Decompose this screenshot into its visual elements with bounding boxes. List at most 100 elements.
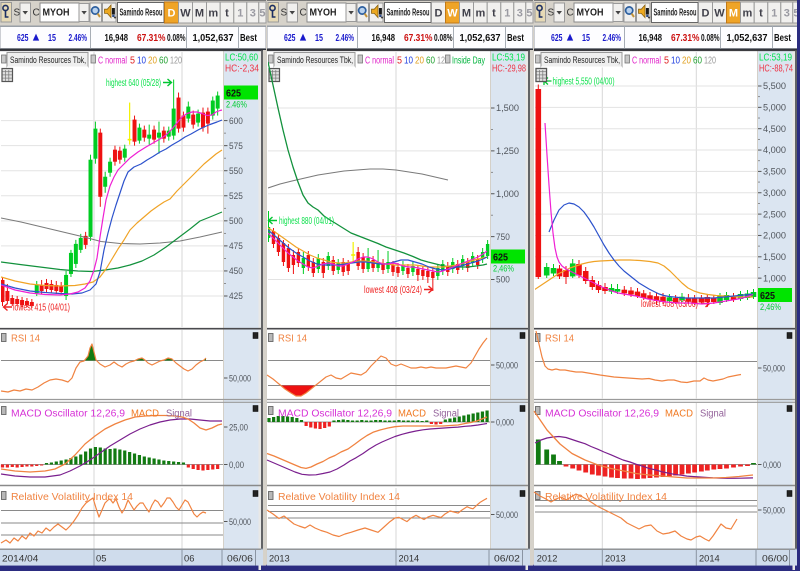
svg-text:C normal: C normal <box>632 56 661 67</box>
svg-text:LC:53,19: LC:53,19 <box>492 52 525 64</box>
svg-text:2.46%: 2.46% <box>603 32 622 44</box>
svg-text:HC:-2,34: HC:-2,34 <box>225 63 259 75</box>
svg-text:C: C <box>300 8 307 19</box>
svg-text:C normal: C normal <box>98 56 127 67</box>
svg-text:MACD Oscillator 12,26,9: MACD Oscillator 12,26,9 <box>11 409 125 420</box>
svg-text:1,052,637: 1,052,637 <box>727 32 768 44</box>
svg-text:120: 120 <box>437 56 449 67</box>
svg-text:5: 5 <box>526 8 532 20</box>
svg-text:HC:-29,98: HC:-29,98 <box>492 63 526 75</box>
svg-text:Relative Volatility Index 14: Relative Volatility Index 14 <box>11 492 133 503</box>
svg-text:highest 880 (04/01): highest 880 (04/01) <box>279 216 334 227</box>
svg-text:1: 1 <box>771 8 777 20</box>
svg-text:450: 450 <box>229 266 243 276</box>
svg-text:67.31%: 67.31% <box>137 32 166 44</box>
svg-text:1,052,637: 1,052,637 <box>193 32 234 44</box>
svg-text:16,948: 16,948 <box>639 32 663 44</box>
svg-text:20: 20 <box>148 56 157 67</box>
svg-text:120: 120 <box>170 56 182 67</box>
svg-text:625: 625 <box>284 32 296 44</box>
svg-text:15: 15 <box>315 32 323 44</box>
svg-text:1,052,637: 1,052,637 <box>460 32 501 44</box>
svg-text:m: m <box>476 8 486 20</box>
svg-text:m: m <box>208 8 218 20</box>
svg-text:Best: Best <box>240 32 257 44</box>
svg-text:2014: 2014 <box>399 554 420 565</box>
svg-text:Signal: Signal <box>700 409 726 420</box>
svg-text:lowest 408 (03/00): lowest 408 (03/00) <box>641 299 698 310</box>
svg-text:15: 15 <box>582 32 590 44</box>
svg-text:5: 5 <box>397 56 402 67</box>
svg-text:t: t <box>492 8 496 20</box>
svg-text:1,000: 1,000 <box>763 273 786 283</box>
svg-text:highest 5,550 (04/00): highest 5,550 (04/00) <box>553 77 615 88</box>
svg-text:0,00: 0,00 <box>229 460 244 470</box>
svg-text:60: 60 <box>693 56 702 67</box>
svg-text:Samindo Resou: Samindo Resou <box>120 8 163 19</box>
svg-text:D: D <box>435 8 443 20</box>
svg-text:RSI 14: RSI 14 <box>545 334 574 345</box>
svg-text:M: M <box>729 8 738 20</box>
svg-text:Samindo Resou: Samindo Resou <box>654 8 697 19</box>
svg-text:50,000: 50,000 <box>763 506 785 516</box>
svg-text:5: 5 <box>793 8 799 20</box>
svg-text:lowest 408 (03/24): lowest 408 (03/24) <box>364 285 422 296</box>
svg-text:3,000: 3,000 <box>763 188 786 198</box>
svg-text:Relative Volatility Index 14: Relative Volatility Index 14 <box>278 492 400 503</box>
svg-text:2.46%: 2.46% <box>226 100 247 111</box>
svg-text:2012: 2012 <box>537 554 558 565</box>
svg-text:06/00: 06/00 <box>762 554 788 565</box>
svg-text:600: 600 <box>229 116 243 126</box>
svg-text:S: S <box>548 8 555 19</box>
svg-text:67.31%: 67.31% <box>671 32 700 44</box>
svg-text:2,46%: 2,46% <box>493 264 514 275</box>
svg-text:4,500: 4,500 <box>763 124 786 134</box>
svg-text:60: 60 <box>426 56 435 67</box>
svg-text:2.46%: 2.46% <box>336 32 355 44</box>
svg-text:Signal: Signal <box>433 409 459 420</box>
svg-text:500: 500 <box>229 216 243 226</box>
svg-text:Best: Best <box>507 32 524 44</box>
svg-text:0.08%: 0.08% <box>167 32 186 44</box>
svg-text:MACD Oscillator 12,26,9: MACD Oscillator 12,26,9 <box>545 409 659 420</box>
svg-text:Inside Day: Inside Day <box>452 56 485 67</box>
svg-text:LC:50,60: LC:50,60 <box>225 52 258 64</box>
svg-text:50,000: 50,000 <box>229 517 251 527</box>
svg-text:06: 06 <box>184 554 194 565</box>
svg-text:Signal: Signal <box>166 409 192 420</box>
svg-text:120: 120 <box>704 56 716 67</box>
svg-text:t: t <box>759 8 763 20</box>
svg-text:lowest 415 (04/01): lowest 415 (04/01) <box>13 303 70 314</box>
svg-text:16,948: 16,948 <box>105 32 129 44</box>
svg-text:4,000: 4,000 <box>763 145 786 155</box>
svg-text:5,500: 5,500 <box>763 81 786 91</box>
svg-text:MACD: MACD <box>131 409 159 420</box>
svg-text:highest 640 (05/28): highest 640 (05/28) <box>106 78 161 89</box>
svg-text:W: W <box>714 8 725 20</box>
svg-text:MYOH: MYOH <box>577 8 604 19</box>
svg-text:t: t <box>225 8 229 20</box>
svg-text:1,000: 1,000 <box>496 189 519 199</box>
svg-text:S: S <box>14 8 21 19</box>
svg-text:60: 60 <box>159 56 168 67</box>
svg-text:625: 625 <box>17 32 29 44</box>
svg-text:1: 1 <box>237 8 243 20</box>
svg-text:C normal: C normal <box>365 56 394 67</box>
svg-text:05: 05 <box>96 554 106 565</box>
svg-text:RSI 14: RSI 14 <box>11 334 40 345</box>
svg-text:1: 1 <box>504 8 510 20</box>
svg-text:0,000: 0,000 <box>763 460 781 470</box>
svg-text:LC:53,19: LC:53,19 <box>759 52 792 64</box>
svg-text:MYOH: MYOH <box>310 8 337 19</box>
svg-text:3: 3 <box>250 8 256 20</box>
svg-text:D: D <box>702 8 710 20</box>
svg-text:67.31%: 67.31% <box>404 32 433 44</box>
svg-text:1,500: 1,500 <box>496 103 519 113</box>
svg-text:5: 5 <box>664 56 669 67</box>
svg-text:550: 550 <box>229 166 243 176</box>
svg-text:525: 525 <box>229 191 243 201</box>
svg-text:Samindo Resources Tbk,: Samindo Resources Tbk, <box>544 55 620 66</box>
svg-text:500: 500 <box>496 275 510 285</box>
svg-text:Samindo Resou: Samindo Resou <box>387 8 430 19</box>
svg-text:Samindo Resources Tbk,: Samindo Resources Tbk, <box>277 55 353 66</box>
